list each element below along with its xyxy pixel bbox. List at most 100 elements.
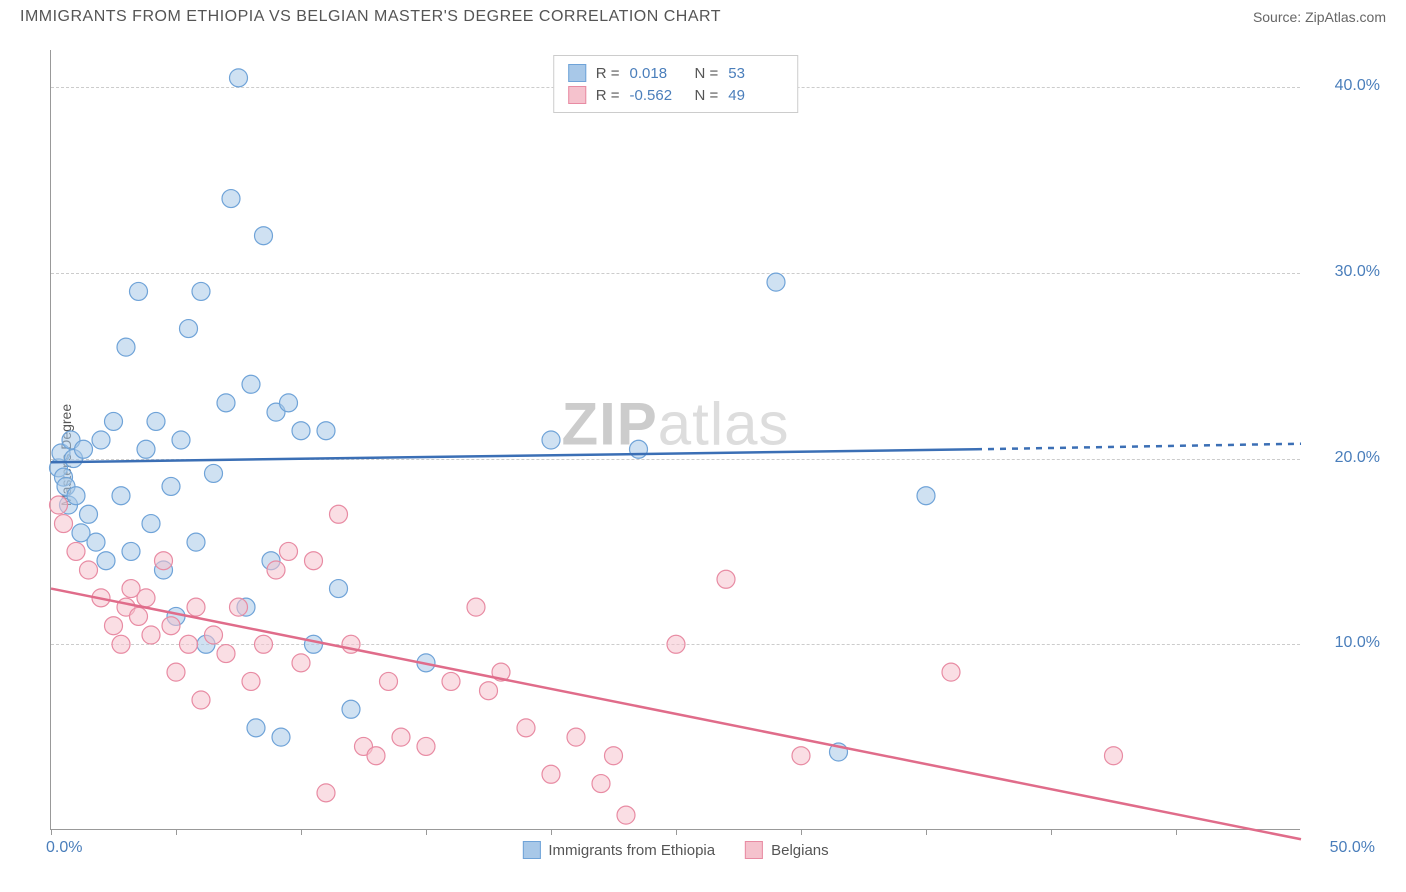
scatter-point-belgians xyxy=(187,598,205,616)
scatter-point-ethiopia xyxy=(272,728,290,746)
legend-n-label: N = xyxy=(695,87,719,104)
plot-area: ZIPatlas 10.0%20.0%30.0%40.0% R = 0.018 … xyxy=(50,50,1300,830)
legend-row-series-0: R = 0.018 N = 53 xyxy=(568,62,784,84)
legend-swatch-bottom-1 xyxy=(745,841,763,859)
scatter-point-belgians xyxy=(167,663,185,681)
chart-container: Master's Degree ZIPatlas 10.0%20.0%30.0%… xyxy=(50,50,1390,860)
legend-r-value-1: -0.562 xyxy=(630,87,685,104)
scatter-point-belgians xyxy=(105,617,123,635)
legend-swatch-series-0 xyxy=(568,64,586,82)
scatter-point-ethiopia xyxy=(305,635,323,653)
legend-label-0: Immigrants from Ethiopia xyxy=(548,842,715,859)
x-axis-max-label: 50.0% xyxy=(1330,839,1375,857)
scatter-point-ethiopia xyxy=(330,580,348,598)
scatter-point-belgians xyxy=(942,663,960,681)
legend-bottom: Immigrants from Ethiopia Belgians xyxy=(522,841,828,859)
y-tick-label: 40.0% xyxy=(1310,77,1380,95)
scatter-point-ethiopia xyxy=(87,533,105,551)
y-tick-label: 20.0% xyxy=(1310,449,1380,467)
scatter-point-belgians xyxy=(380,672,398,690)
scatter-point-ethiopia xyxy=(105,412,123,430)
y-tick-label: 30.0% xyxy=(1310,263,1380,281)
scatter-point-ethiopia xyxy=(205,464,223,482)
scatter-point-ethiopia xyxy=(242,375,260,393)
scatter-point-ethiopia xyxy=(230,69,248,87)
scatter-point-belgians xyxy=(1105,747,1123,765)
scatter-point-belgians xyxy=(592,775,610,793)
trend-line-belgians xyxy=(51,589,1301,840)
scatter-point-ethiopia xyxy=(187,533,205,551)
legend-swatch-series-1 xyxy=(568,86,586,104)
scatter-point-belgians xyxy=(130,607,148,625)
y-tick-label: 10.0% xyxy=(1310,634,1380,652)
scatter-point-ethiopia xyxy=(67,487,85,505)
legend-bottom-item-1: Belgians xyxy=(745,841,829,859)
scatter-point-ethiopia xyxy=(75,440,93,458)
scatter-point-ethiopia xyxy=(180,320,198,338)
scatter-point-belgians xyxy=(442,672,460,690)
trend-line-ethiopia xyxy=(51,449,976,462)
trend-line-dash-ethiopia xyxy=(976,444,1301,450)
scatter-point-belgians xyxy=(112,635,130,653)
scatter-point-belgians xyxy=(467,598,485,616)
source-attribution: Source: ZipAtlas.com xyxy=(1253,9,1386,25)
scatter-point-belgians xyxy=(792,747,810,765)
scatter-point-belgians xyxy=(542,765,560,783)
scatter-point-ethiopia xyxy=(280,394,298,412)
scatter-point-belgians xyxy=(667,635,685,653)
scatter-point-ethiopia xyxy=(292,422,310,440)
legend-swatch-bottom-0 xyxy=(522,841,540,859)
scatter-point-ethiopia xyxy=(130,282,148,300)
chart-title: IMMIGRANTS FROM ETHIOPIA VS BELGIAN MAST… xyxy=(20,8,721,26)
scatter-point-belgians xyxy=(280,542,298,560)
scatter-point-belgians xyxy=(617,806,635,824)
scatter-point-belgians xyxy=(80,561,98,579)
scatter-point-ethiopia xyxy=(255,227,273,245)
scatter-point-belgians xyxy=(517,719,535,737)
legend-row-series-1: R = -0.562 N = 49 xyxy=(568,84,784,106)
scatter-point-ethiopia xyxy=(172,431,190,449)
source-value: ZipAtlas.com xyxy=(1305,9,1386,25)
scatter-point-ethiopia xyxy=(147,412,165,430)
legend-r-label: R = xyxy=(596,65,620,82)
scatter-point-ethiopia xyxy=(767,273,785,291)
scatter-point-belgians xyxy=(480,682,498,700)
scatter-point-belgians xyxy=(292,654,310,672)
legend-stats-box: R = 0.018 N = 53 R = -0.562 N = 49 xyxy=(553,55,799,113)
scatter-point-belgians xyxy=(367,747,385,765)
scatter-point-belgians xyxy=(137,589,155,607)
scatter-point-belgians xyxy=(417,737,435,755)
scatter-point-ethiopia xyxy=(542,431,560,449)
legend-n-value-0: 53 xyxy=(728,65,783,82)
scatter-point-belgians xyxy=(205,626,223,644)
scatter-point-belgians xyxy=(230,598,248,616)
scatter-point-ethiopia xyxy=(137,440,155,458)
scatter-point-ethiopia xyxy=(317,422,335,440)
scatter-point-belgians xyxy=(242,672,260,690)
scatter-point-belgians xyxy=(192,691,210,709)
scatter-point-ethiopia xyxy=(342,700,360,718)
scatter-point-ethiopia xyxy=(92,431,110,449)
scatter-point-ethiopia xyxy=(247,719,265,737)
scatter-plot-svg xyxy=(51,50,1301,830)
scatter-point-ethiopia xyxy=(222,190,240,208)
scatter-point-belgians xyxy=(217,645,235,663)
scatter-point-ethiopia xyxy=(112,487,130,505)
scatter-point-belgians xyxy=(392,728,410,746)
scatter-point-belgians xyxy=(567,728,585,746)
legend-label-1: Belgians xyxy=(771,842,829,859)
scatter-point-belgians xyxy=(717,570,735,588)
scatter-point-belgians xyxy=(180,635,198,653)
legend-r-value-0: 0.018 xyxy=(630,65,685,82)
scatter-point-belgians xyxy=(255,635,273,653)
scatter-point-ethiopia xyxy=(217,394,235,412)
scatter-point-ethiopia xyxy=(917,487,935,505)
legend-n-value-1: 49 xyxy=(728,87,783,104)
scatter-point-belgians xyxy=(142,626,160,644)
scatter-point-belgians xyxy=(317,784,335,802)
scatter-point-ethiopia xyxy=(97,552,115,570)
legend-n-label: N = xyxy=(695,65,719,82)
scatter-point-belgians xyxy=(330,505,348,523)
scatter-point-ethiopia xyxy=(122,542,140,560)
scatter-point-belgians xyxy=(155,552,173,570)
